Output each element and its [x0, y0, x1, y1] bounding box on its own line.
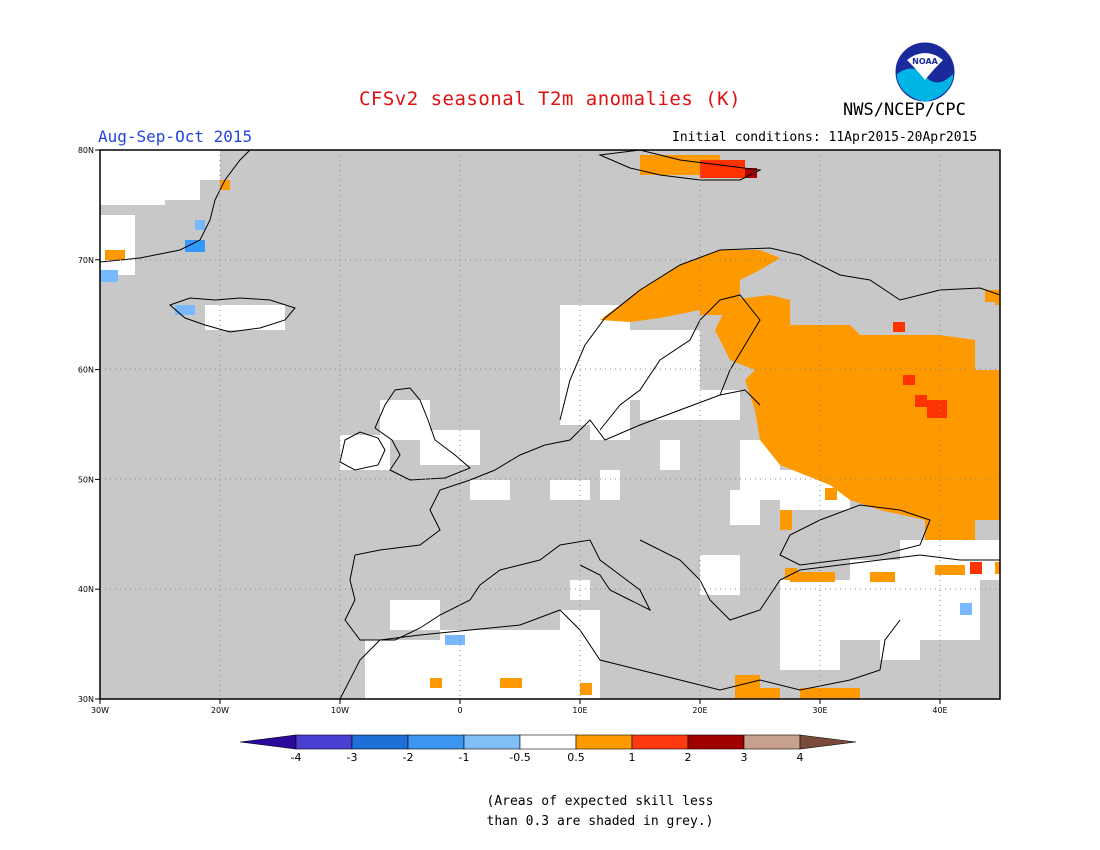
- lon-tick-label: 40E: [932, 706, 947, 715]
- skill-note-line-2: than 0.3 are shaded in grey.): [486, 814, 714, 829]
- lon-tick-label: 10W: [331, 706, 349, 715]
- colorbar-label: -4: [291, 751, 302, 764]
- lon-tick-label: 30W: [91, 706, 109, 715]
- noaa-logo: NOAA: [894, 41, 956, 103]
- colorbar-segment: [295, 734, 353, 750]
- colorbar-label: -3: [347, 751, 358, 764]
- colorbar-label: 1: [629, 751, 636, 764]
- lat-tick-label: 60N: [78, 366, 94, 375]
- logo-text: NOAA: [912, 57, 938, 66]
- skill-note-line-1: (Areas of expected skill less: [486, 794, 714, 809]
- latitude-axis: 80N 70N 60N 50N 40N 30N: [78, 146, 100, 704]
- lat-tick-label: 80N: [78, 146, 94, 155]
- colorbar-label: 4: [797, 751, 804, 764]
- chart-title: CFSv2 seasonal T2m anomalies (K): [358, 88, 742, 110]
- colorbar-high-arrow: [799, 734, 857, 750]
- colorbar-segment: [743, 734, 801, 750]
- colorbar-segment: [575, 734, 633, 750]
- graticule: [100, 150, 1000, 699]
- colorbar-segment: [463, 734, 521, 750]
- lat-tick-label: 70N: [78, 256, 94, 265]
- colorbar-segment: [519, 734, 577, 750]
- colorbar-segment: [407, 734, 465, 750]
- initial-conditions-label: Initial conditions: 11Apr2015-20Apr2015: [672, 130, 978, 145]
- colorbar-segment: [631, 734, 689, 750]
- season-label: Aug-Sep-Oct 2015: [98, 127, 253, 146]
- lon-tick-label: 10E: [572, 706, 587, 715]
- colorbar-label: 2: [685, 751, 692, 764]
- lon-tick-label: 30E: [812, 706, 827, 715]
- lat-tick-label: 50N: [78, 475, 94, 484]
- lon-tick-label: 0: [457, 706, 462, 715]
- colorbar-segment: [351, 734, 409, 750]
- colorbar-label: 3: [741, 751, 748, 764]
- skill-note: (Areas of expected skill less than 0.3 a…: [460, 792, 740, 832]
- cool-anomaly-regions: [100, 220, 972, 645]
- map-frame: [99, 149, 1001, 700]
- colorbar-segment: [687, 734, 745, 750]
- lon-tick-label: 20W: [211, 706, 229, 715]
- colorbar-low-arrow: [239, 734, 297, 750]
- hot-anomaly-regions: [700, 160, 982, 574]
- agency-label: NWS/NCEP/CPC: [843, 100, 966, 120]
- lat-tick-label: 40N: [78, 585, 94, 594]
- lon-tick-label: 20E: [692, 706, 707, 715]
- colorbar-label: 0.5: [567, 751, 585, 764]
- colorbar-label: -1: [459, 751, 470, 764]
- colorbar-label: -2: [403, 751, 414, 764]
- very-hot-anomaly-regions: [745, 168, 757, 178]
- longitude-axis: 30W 20W 10W 0 10E 20E 30E 40E: [91, 699, 948, 715]
- colorbar: -4 -3 -2 -1 -0.5 0.5 1 2 3 4: [239, 734, 857, 764]
- colorbar-label: -0.5: [509, 751, 530, 764]
- lat-tick-label: 30N: [78, 695, 94, 704]
